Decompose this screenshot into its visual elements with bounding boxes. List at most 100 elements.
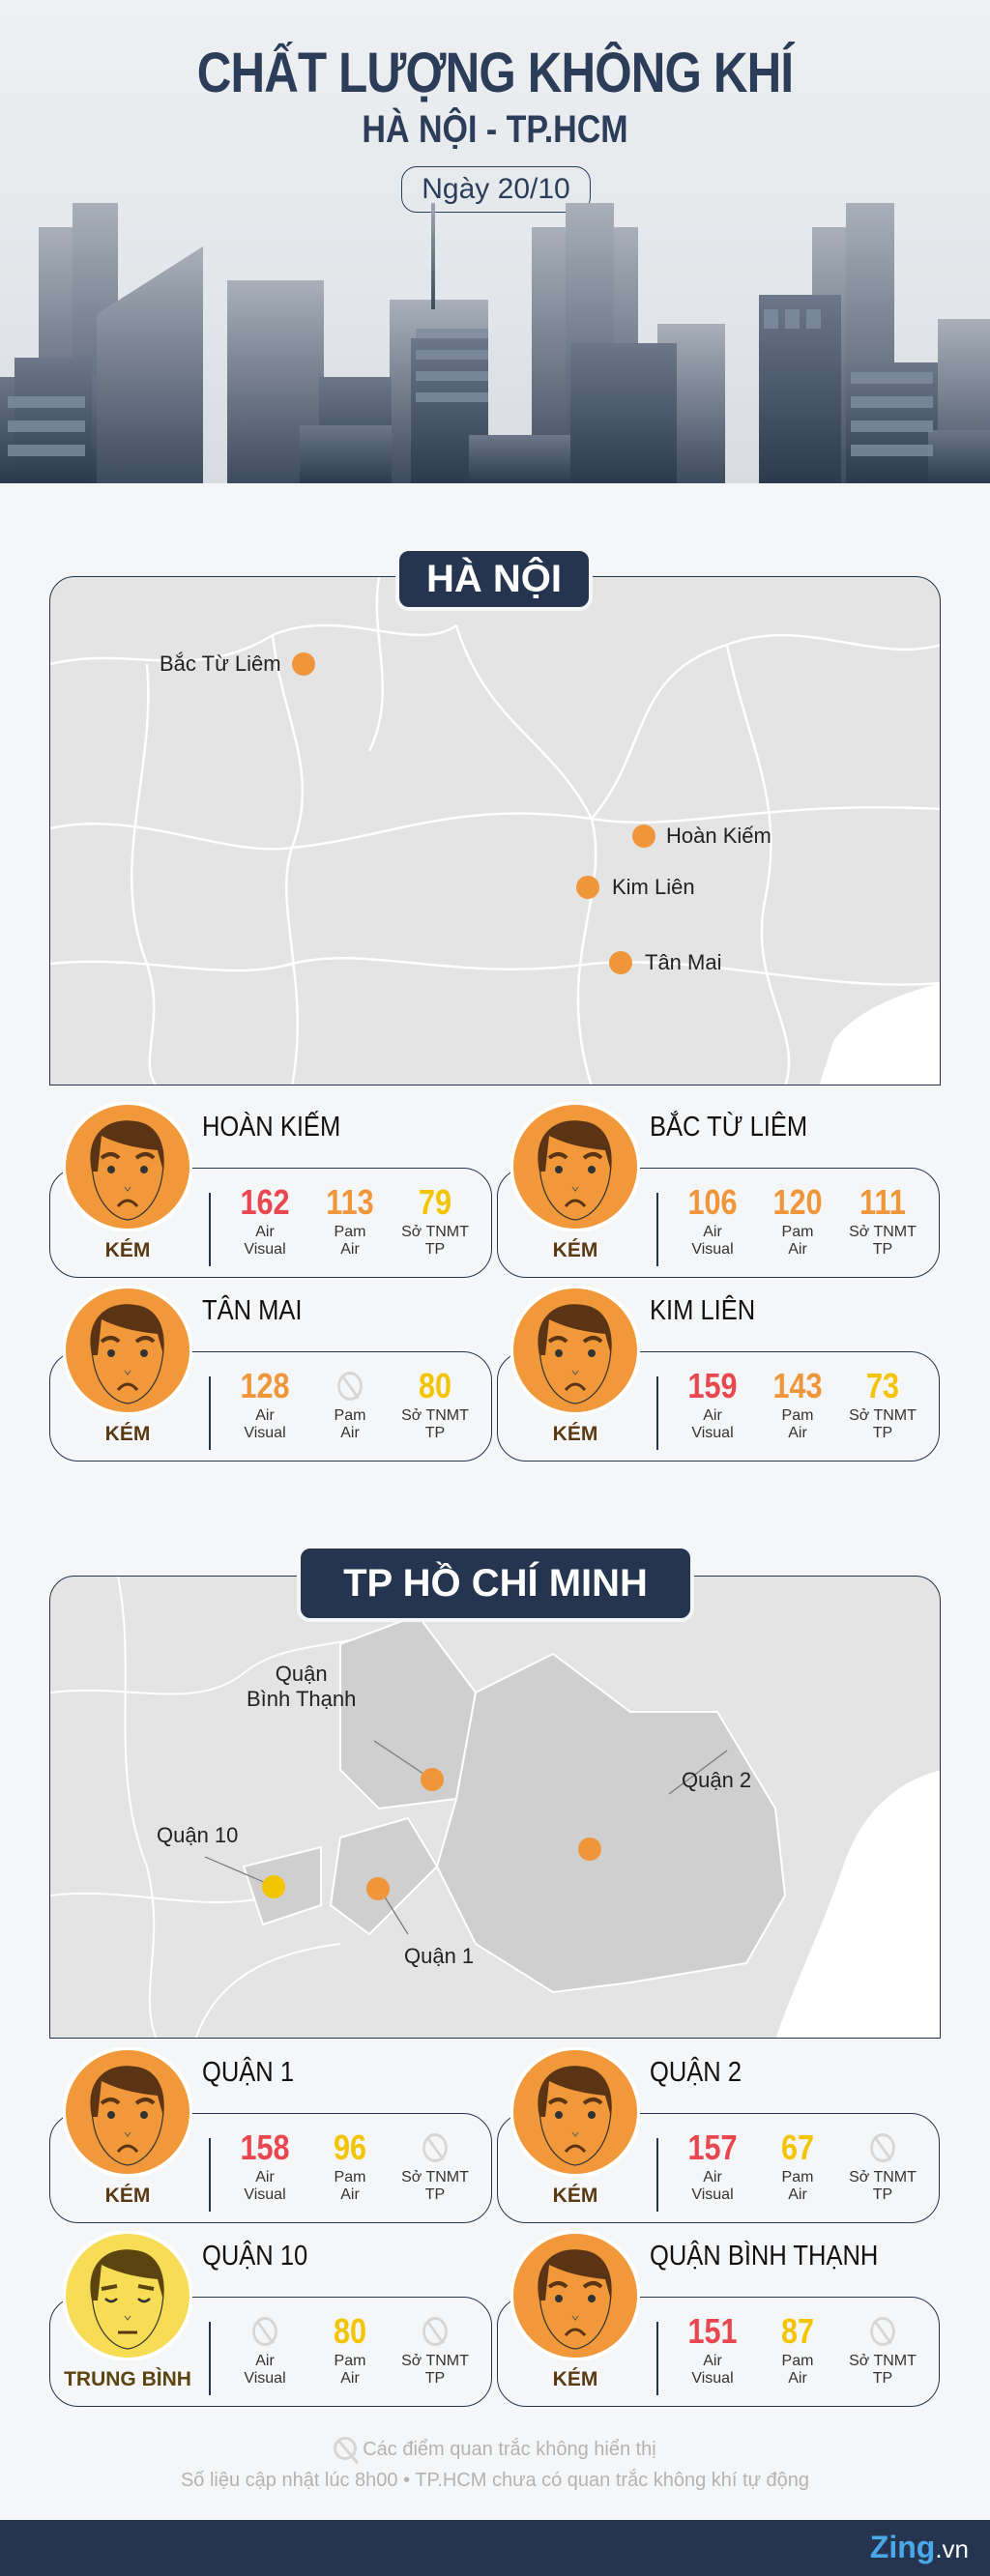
metric-2: 79 Sở TNMT TP <box>393 1181 477 1259</box>
source-label: Visual <box>691 2370 734 2387</box>
station-card: TÂN MAI KÉM 128 Air Visual Pam Air 80 Sở… <box>49 1285 494 1469</box>
not-available-icon <box>334 2437 358 2460</box>
source-label: Air <box>788 2370 807 2387</box>
notes: Các điểm quan trắc không hiển thị Số liệ… <box>0 2434 990 2496</box>
metric-value: 96 <box>333 2127 367 2167</box>
marker-label: Quận 2 <box>682 1768 752 1792</box>
metric-value: 106 <box>687 1182 738 1222</box>
metric-0: 158 Air Visual <box>223 2127 306 2204</box>
station-card: QUẬN 10 TRUNG BÌNH Air Visual 80 Pam Air… <box>49 2230 494 2415</box>
logo-suffix: .vn <box>935 2534 969 2563</box>
source-label: Visual <box>691 1425 734 1441</box>
metric-2: Sở TNMT TP <box>393 2127 477 2204</box>
marker-label: Hoàn Kiếm <box>666 824 772 848</box>
station-name: KIM LIÊN <box>650 1295 756 1326</box>
marker-quan-2[interactable] <box>578 1838 601 1861</box>
source-label: Air <box>255 2353 275 2369</box>
divider <box>656 1376 658 1450</box>
hanoi-map: Bắc Từ Liêm Hoàn Kiếm Kim Liên Tân Mai <box>49 576 941 1085</box>
metric-value <box>847 2127 917 2169</box>
metric-1: 80 Pam Air <box>308 2310 392 2388</box>
marker-quan-1[interactable] <box>366 1877 390 1900</box>
card-box <box>497 2113 940 2223</box>
metric-1: 113 Pam Air <box>308 1181 392 1259</box>
divider <box>209 1193 211 1266</box>
divider <box>209 1376 211 1450</box>
station-name: QUẬN 2 <box>650 2057 742 2088</box>
status-label: KÉM <box>104 1239 151 1261</box>
status-label: KÉM <box>552 2368 598 2390</box>
station-card: KIM LIÊN KÉM 159 Air Visual 143 Pam Air … <box>497 1285 942 1469</box>
status-label: KÉM <box>104 1423 151 1445</box>
sad-face-icon <box>510 2230 641 2361</box>
not-available-icon <box>870 2133 895 2162</box>
zing-logo[interactable]: Zing.vn <box>870 2530 969 2565</box>
metric-value: 157 <box>687 2127 738 2167</box>
station-card: BẮC TỪ LIÊM KÉM 106 Air Visual 120 Pam A… <box>497 1101 942 1286</box>
metric-0: 106 Air Visual <box>671 1181 754 1259</box>
card-box <box>497 2297 940 2407</box>
source-label: Sở TNMT <box>401 2353 469 2369</box>
card-box <box>49 1168 492 1278</box>
metric-2: Sở TNMT TP <box>841 2310 924 2388</box>
sad-face-icon <box>62 2046 193 2178</box>
source-label: Air <box>255 1224 275 1240</box>
source-label: Pam <box>781 1407 814 1424</box>
source-label: Air <box>703 1224 722 1240</box>
metric-value: 162 <box>240 1182 290 1222</box>
source-label: Air <box>703 2353 722 2369</box>
metric-0: 128 Air Visual <box>223 1365 306 1442</box>
marker-quan-10[interactable] <box>262 1875 285 1898</box>
page-subtitle: HÀ NỘI - TP.HCM <box>362 108 628 151</box>
status-label: KÉM <box>552 1239 598 1261</box>
card-box <box>49 2113 492 2223</box>
source-label: Air <box>788 1241 807 1258</box>
metric-1: Pam Air <box>308 1365 392 1442</box>
metric-1: 96 Pam Air <box>308 2127 392 2204</box>
metric-value <box>229 2310 300 2353</box>
legend-note: Các điểm quan trắc không hiển thị <box>0 2434 990 2465</box>
metric-value: 128 <box>240 1366 290 1405</box>
source-label: TP <box>424 1425 446 1441</box>
divider <box>656 1193 658 1266</box>
marker-bac-tu-liem[interactable] <box>292 652 315 676</box>
source-label: Pam <box>781 1224 814 1240</box>
source-label: TP <box>872 2370 893 2387</box>
source-label: Pam <box>334 1224 366 1240</box>
source-label: Air <box>340 2186 360 2203</box>
source-label: TP <box>424 2370 446 2387</box>
source-label: Air <box>340 1241 360 1258</box>
section-title-hanoi: HÀ NỘI <box>395 547 593 611</box>
source-label: Air <box>340 2370 360 2387</box>
metric-value: 80 <box>333 2311 367 2351</box>
status-label: KÉM <box>104 2185 151 2207</box>
source-label: Pam <box>334 2169 366 2185</box>
source-label: Sở TNMT <box>401 1224 469 1240</box>
source-label: Sở TNMT <box>849 1407 917 1424</box>
metric-value: 159 <box>687 1366 738 1405</box>
metric-value <box>399 2127 470 2169</box>
city-skyline-illustration <box>0 203 990 483</box>
marker-tan-mai[interactable] <box>609 951 632 974</box>
sad-face-icon <box>62 1101 193 1232</box>
marker-label: Tân Mai <box>645 950 722 974</box>
metric-value: 120 <box>772 1182 823 1222</box>
marker-hoan-kiem[interactable] <box>632 825 655 848</box>
divider <box>656 2322 658 2395</box>
source-label: Air <box>255 2169 275 2185</box>
hcm-map: Quận Bình Thạnh Quận 2 Quận 10 Quận 1 <box>49 1576 941 2039</box>
source-label: Visual <box>244 1425 286 1441</box>
marker-quan-binh-thanh[interactable] <box>421 1768 444 1791</box>
metric-0: 159 Air Visual <box>671 1365 754 1442</box>
source-label: Air <box>255 1407 275 1424</box>
source-label: Sở TNMT <box>849 2353 917 2369</box>
hcm-district-boundaries <box>50 1577 940 2038</box>
source-label: Sở TNMT <box>849 1224 917 1240</box>
metric-value: 151 <box>687 2311 738 2351</box>
marker-kim-lien[interactable] <box>576 876 599 899</box>
metric-2: 80 Sở TNMT TP <box>393 1365 477 1442</box>
metric-value: 143 <box>772 1366 823 1405</box>
source-label: TP <box>872 1241 893 1258</box>
card-box <box>497 1168 940 1278</box>
source-label: TP <box>872 1425 893 1441</box>
